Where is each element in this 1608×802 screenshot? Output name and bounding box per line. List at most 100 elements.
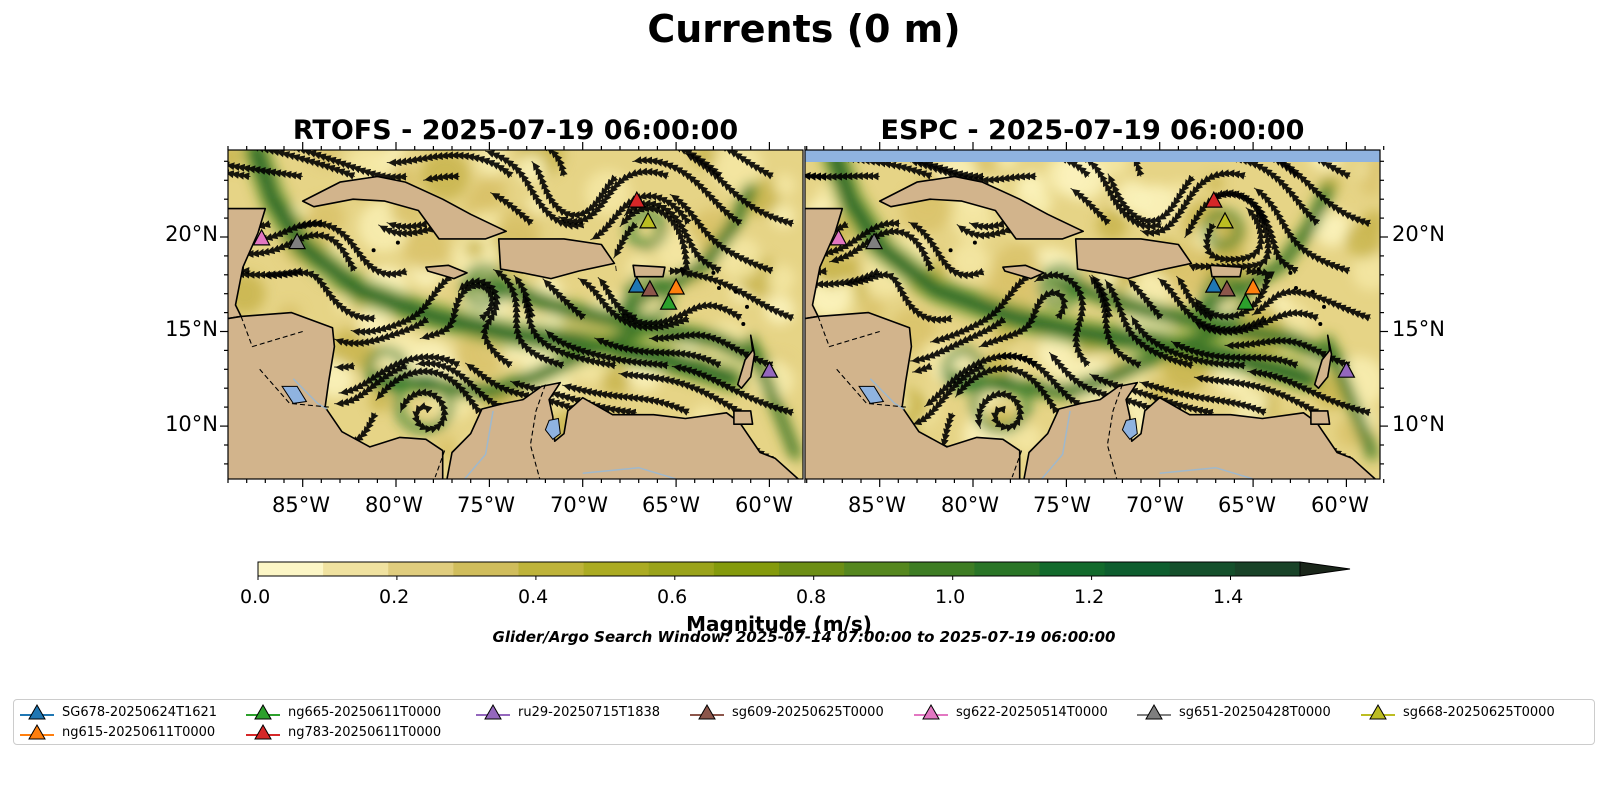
- river-line: [582, 466, 677, 479]
- colorbar-title: Magnitude (m/s): [686, 612, 872, 636]
- land-hispaniola: [1074, 238, 1193, 280]
- land-southamerica: [446, 381, 800, 479]
- island-dot: [972, 240, 977, 245]
- lon-tick-label-right-60w: 60°W: [1311, 493, 1369, 517]
- lon-tick-label-left-65w: 65°W: [642, 493, 700, 517]
- colorbar-bin: [518, 562, 585, 576]
- lon-tick-label-right-70w: 70°W: [1126, 493, 1184, 517]
- lon-tick-label-right-75w: 75°W: [1033, 493, 1091, 517]
- colorbar-tick-7: 1.4: [1213, 586, 1244, 608]
- triangle-marker-icon: [246, 703, 280, 720]
- legend-item-ng783: ng783-20250611T0000: [246, 723, 441, 741]
- colorbar-bin: [323, 562, 389, 576]
- colorbar-bin: [1039, 562, 1106, 576]
- lake-maracaibo: [1121, 417, 1138, 440]
- legend-item-ru29: ru29-20250715T1838: [476, 703, 660, 721]
- triangle-marker-icon: [476, 703, 510, 720]
- platform-marker-6: [829, 228, 848, 246]
- island-dot: [741, 322, 746, 326]
- platform-marker-3: [1204, 190, 1223, 208]
- platform-marker-5: [1217, 279, 1236, 297]
- legend-label: ng665-20250611T0000: [288, 704, 442, 720]
- land-southamerica: [1023, 381, 1377, 479]
- colorbar-bin: [909, 562, 975, 576]
- colorbar-bin: [713, 562, 780, 576]
- triangle-marker-icon: [1137, 703, 1171, 720]
- colorbar-bin: [648, 562, 715, 576]
- platform-marker-1: [667, 277, 686, 295]
- colorbar-bin: [1169, 562, 1236, 576]
- island-dot: [1294, 286, 1298, 290]
- land-lesser: [736, 334, 756, 390]
- lat-tick-label-right-20n: 20°N: [1392, 222, 1445, 246]
- legend-item-sg609: sg609-20250625T0000: [690, 703, 884, 721]
- land-hispaniola: [497, 238, 616, 280]
- platform-marker-4: [760, 360, 779, 378]
- land-cuba: [301, 175, 508, 240]
- lon-tick-label-right-80w: 80°W: [941, 493, 999, 517]
- land-puertorico: [1209, 264, 1243, 278]
- lat-tick-label-right-10n: 10°N: [1392, 412, 1445, 436]
- colorbar-tick-2: 0.4: [518, 586, 549, 608]
- colorbar-frame: [257, 561, 1301, 577]
- river-line: [463, 410, 494, 479]
- colorbar-tick-0: 0.0: [240, 586, 271, 608]
- colorbar-bin: [258, 562, 324, 576]
- platform-marker-3: [627, 190, 646, 208]
- panel-frame: [804, 149, 1381, 480]
- island-dot: [1256, 267, 1261, 272]
- country-border: [1011, 450, 1023, 478]
- platform-marker-2: [659, 292, 678, 310]
- platform-marker-6: [252, 228, 271, 246]
- colorbar-extend-arrow: [1299, 561, 1351, 577]
- land-trinidad: [1310, 410, 1331, 426]
- legend-label: SG678-20250624T1621: [62, 704, 218, 720]
- platform-marker-8: [1216, 211, 1234, 229]
- legend-item-sg651: sg651-20250428T0000: [1137, 703, 1331, 721]
- river-line: [1159, 466, 1254, 479]
- legend-item-ng615: ng615-20250611T0000: [20, 723, 215, 741]
- lon-tick-label-left-85w: 85°W: [272, 493, 330, 517]
- colorbar-bin: [583, 562, 650, 576]
- island-dot: [371, 248, 376, 253]
- legend-label: ru29-20250715T1838: [518, 704, 661, 720]
- lon-tick-label-left-75w: 75°W: [457, 493, 515, 517]
- land-central: [805, 311, 1021, 479]
- island-dot: [1310, 289, 1315, 294]
- map-panel-espc: [805, 150, 1380, 479]
- lake-nicaragua: [281, 385, 308, 404]
- no-data-strip: [805, 150, 1380, 162]
- panel-title-rtofs: RTOFS - 2025-07-19 06:00:00: [292, 115, 739, 146]
- platform-marker-7: [288, 232, 307, 250]
- legend-label: ng615-20250611T0000: [62, 724, 216, 740]
- lon-tick-label-left-70w: 70°W: [550, 493, 608, 517]
- island-dot: [948, 248, 953, 253]
- colorbar-tick-5: 1.0: [935, 586, 966, 608]
- land-jamaica: [425, 264, 468, 280]
- lat-tick-label-right-15n: 15°N: [1392, 317, 1445, 341]
- island-dot: [745, 304, 749, 309]
- triangle-marker-icon: [914, 703, 948, 720]
- land-jamaica: [1002, 264, 1045, 280]
- colorbar-tick-3: 0.6: [657, 586, 688, 608]
- legend-label: sg622-20250514T0000: [956, 704, 1108, 720]
- land-yucatan: [228, 207, 267, 320]
- colorbar-tick-6: 1.2: [1074, 586, 1105, 608]
- legend-item-sg622: sg622-20250514T0000: [914, 703, 1108, 721]
- colorbar-tick-1: 0.2: [379, 586, 410, 608]
- country-border: [240, 316, 303, 348]
- island-dot: [1318, 322, 1323, 326]
- island-dot: [711, 270, 716, 275]
- legend-label: sg668-20250625T0000: [1403, 704, 1555, 720]
- lon-tick-label-right-85w: 85°W: [848, 493, 906, 517]
- lat-tick-label-left-20n: 20°N: [165, 222, 218, 246]
- country-border: [817, 316, 880, 348]
- search-window-text: Glider/Argo Search Window: 2025-07-14 07…: [492, 628, 1116, 646]
- lon-tick-label-right-65w: 65°W: [1218, 493, 1276, 517]
- colorbar-bin: [1104, 562, 1171, 576]
- legend-label: ng783-20250611T0000: [288, 724, 442, 740]
- streamlines: [805, 150, 1371, 479]
- land-puertorico: [632, 264, 666, 278]
- lon-tick-label-left-80w: 80°W: [365, 493, 423, 517]
- triangle-marker-icon: [20, 723, 54, 740]
